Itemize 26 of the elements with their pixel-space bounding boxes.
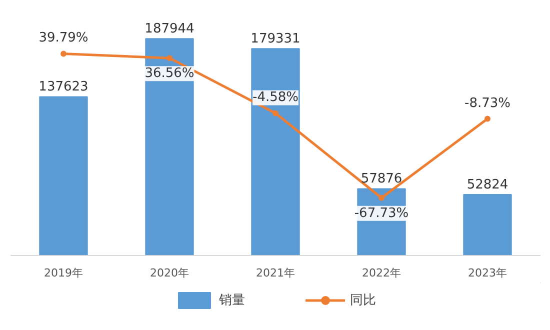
bar: [251, 48, 300, 256]
x-tick-label: 2021年: [256, 266, 296, 280]
bar: [39, 96, 88, 256]
point: [166, 55, 172, 62]
legend-label: 销量: [219, 292, 245, 309]
x-tick-label: 2019年: [44, 266, 84, 280]
point: [378, 194, 384, 201]
x-tick-label: 2023年: [468, 266, 508, 280]
point: [60, 50, 66, 57]
data-label: 36.56%: [144, 66, 194, 82]
point: [484, 116, 490, 122]
data-label: 39.79%: [38, 30, 88, 46]
data-label: 52824: [466, 178, 508, 193]
data-label: 187944: [144, 22, 194, 37]
data-label: -67.73%: [354, 206, 409, 221]
data-label: -8.73%: [464, 96, 511, 111]
data-label: 179331: [250, 32, 300, 47]
bar: [145, 38, 194, 256]
data-label: 137623: [38, 80, 88, 95]
x-tick-label: 2020年: [150, 266, 190, 280]
data-label: 57876: [360, 172, 402, 187]
data-label: -4.58%: [252, 90, 299, 106]
x-tick-label: 2022年: [362, 266, 402, 280]
legend-label: 同比: [350, 292, 376, 309]
bar: [463, 194, 512, 256]
point: [272, 110, 278, 116]
